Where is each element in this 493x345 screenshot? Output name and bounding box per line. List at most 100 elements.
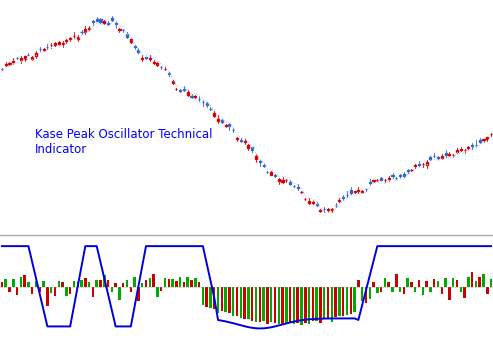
Bar [422,287,424,295]
Bar [172,279,174,287]
Bar [425,162,428,165]
Bar [65,40,68,41]
Bar [46,287,49,306]
Bar [251,147,253,150]
Bar [54,287,56,296]
Bar [58,280,60,287]
Bar [8,63,10,64]
Bar [54,43,56,45]
Bar [445,153,447,155]
Bar [319,287,321,323]
Bar [262,287,265,321]
Bar [278,287,280,324]
Bar [346,287,348,315]
Bar [282,287,284,324]
Bar [244,287,246,319]
Bar [387,282,390,287]
Bar [156,63,158,65]
Bar [202,287,204,305]
Bar [236,138,238,139]
Bar [475,281,477,287]
Bar [213,113,215,116]
Bar [118,29,120,30]
Bar [103,21,106,23]
Bar [164,278,166,287]
Bar [361,287,363,301]
Bar [350,190,352,193]
Bar [152,62,155,63]
Bar [410,282,413,287]
Bar [293,287,295,324]
Bar [69,38,71,39]
Bar [213,287,215,309]
Bar [8,287,11,292]
Bar [179,90,181,91]
Bar [130,287,132,292]
Bar [16,287,18,295]
Bar [372,282,375,287]
Bar [391,175,393,176]
Bar [137,287,140,301]
Bar [387,178,390,179]
Bar [441,287,443,294]
Bar [312,287,314,321]
Bar [118,287,121,300]
Bar [77,37,79,39]
Bar [122,283,124,287]
Bar [414,165,416,166]
Bar [251,287,253,321]
Bar [73,282,75,287]
Bar [27,282,30,287]
Bar [84,278,87,287]
Bar [217,119,219,121]
Bar [31,287,34,294]
Bar [323,287,325,319]
Bar [414,287,417,292]
Bar [255,287,257,322]
Bar [148,278,151,287]
Bar [190,279,193,287]
Bar [331,209,333,210]
Bar [221,120,223,121]
Bar [433,279,435,287]
Bar [100,19,102,22]
Bar [206,287,208,307]
Bar [160,287,162,292]
Bar [126,34,128,37]
Bar [206,103,208,105]
Bar [187,92,189,95]
Bar [240,287,242,317]
Bar [194,278,197,287]
Bar [262,165,265,166]
Bar [490,279,493,287]
Bar [225,125,227,126]
Bar [316,287,318,321]
Bar [353,287,356,312]
Bar [384,278,386,287]
Bar [331,287,333,322]
Bar [270,287,272,322]
Bar [69,287,71,294]
Bar [471,273,473,287]
Bar [141,58,143,59]
Bar [376,287,379,293]
Bar [228,124,231,126]
Bar [175,281,177,287]
Bar [80,280,83,287]
Bar [467,277,469,287]
Bar [486,137,489,139]
Bar [183,89,185,90]
Bar [217,287,219,313]
Bar [369,182,371,184]
Bar [483,139,485,140]
Bar [244,141,246,142]
Bar [274,287,276,323]
Bar [444,277,447,287]
Bar [266,287,269,324]
Bar [479,140,481,142]
Bar [418,280,420,287]
Bar [24,275,26,287]
Bar [300,287,303,325]
Bar [289,287,291,323]
Bar [50,287,52,293]
